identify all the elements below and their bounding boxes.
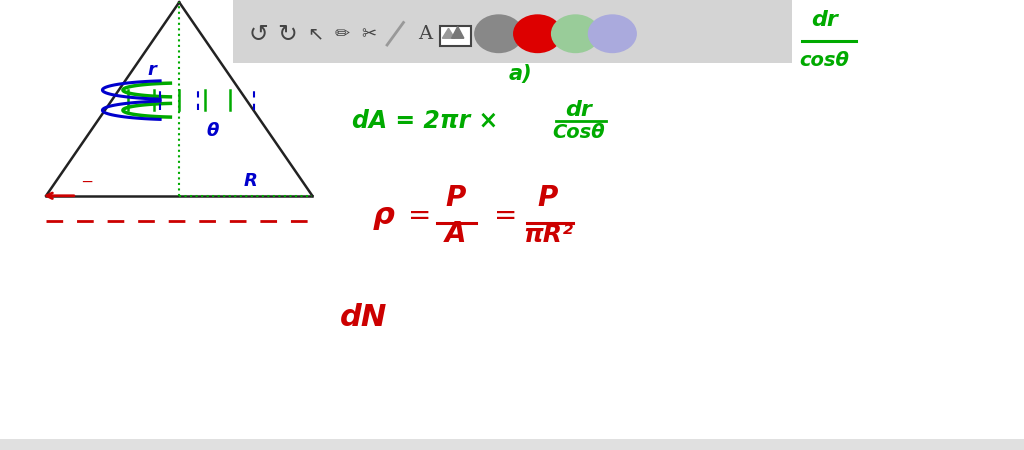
Text: r: r xyxy=(147,61,156,79)
Text: dA = 2πr ×: dA = 2πr × xyxy=(352,109,498,134)
Ellipse shape xyxy=(551,14,600,53)
Text: θ: θ xyxy=(207,122,219,140)
Text: dr: dr xyxy=(565,100,592,120)
Polygon shape xyxy=(442,28,455,38)
Text: ✏: ✏ xyxy=(335,25,349,43)
Bar xyxy=(440,26,471,46)
Text: ─: ─ xyxy=(83,175,91,190)
Text: ↺: ↺ xyxy=(248,22,268,46)
Text: P: P xyxy=(538,184,558,212)
Ellipse shape xyxy=(474,14,523,53)
Text: dr: dr xyxy=(811,10,838,30)
Ellipse shape xyxy=(588,14,637,53)
Text: R: R xyxy=(244,172,258,190)
Text: =: = xyxy=(495,202,517,230)
Bar xyxy=(233,0,792,63)
Text: ↻: ↻ xyxy=(276,22,297,46)
Text: ↖: ↖ xyxy=(307,24,324,43)
Text: ρ: ρ xyxy=(373,202,395,230)
Bar xyxy=(0,439,1024,450)
Text: A: A xyxy=(418,25,432,43)
Text: a): a) xyxy=(508,64,532,84)
Text: A: A xyxy=(445,220,466,248)
Text: ✂: ✂ xyxy=(361,25,376,43)
Polygon shape xyxy=(452,27,464,38)
Text: cosθ: cosθ xyxy=(800,51,849,70)
Ellipse shape xyxy=(513,14,562,53)
Text: dN: dN xyxy=(340,303,387,332)
Text: πR²: πR² xyxy=(523,223,572,247)
Text: Cosθ: Cosθ xyxy=(552,123,605,142)
Text: =: = xyxy=(409,202,431,230)
Text: P: P xyxy=(445,184,466,212)
